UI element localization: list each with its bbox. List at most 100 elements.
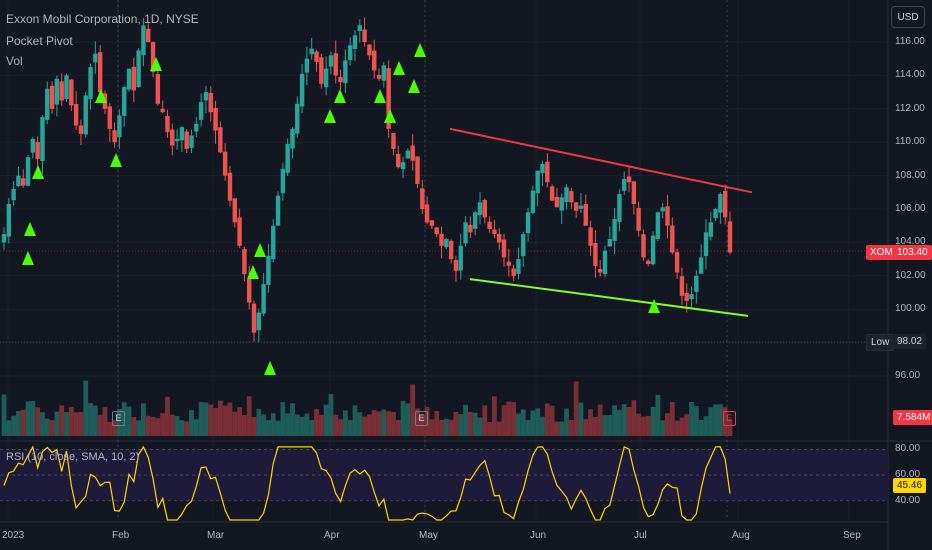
candle-body	[694, 275, 699, 292]
candle-body	[198, 102, 204, 120]
volume-bar	[73, 412, 79, 436]
volume-bar	[467, 411, 473, 436]
candle-body	[328, 55, 334, 67]
candle-body	[295, 103, 300, 134]
candle-body	[222, 151, 228, 176]
pocket-pivot-triangle-icon	[32, 165, 44, 179]
earnings-flag-icon[interactable]: E	[723, 411, 736, 426]
candle-body	[227, 172, 233, 201]
volume-bar	[11, 415, 17, 436]
candle-body	[434, 227, 439, 235]
volume-bar	[458, 414, 464, 436]
volume-bar	[126, 406, 132, 436]
rsi-value-tag: 45.46	[893, 478, 927, 493]
volume-bar	[621, 404, 627, 436]
candle-body	[256, 312, 262, 331]
volume-bar	[83, 380, 89, 436]
legend-pocket-pivot[interactable]: Pocket Pivot	[6, 34, 73, 48]
volume-bar	[189, 410, 194, 436]
candle-body	[626, 176, 632, 183]
volume-bar	[275, 420, 281, 436]
volume-bar	[323, 404, 329, 436]
volume-bar	[222, 405, 228, 436]
volume-bar	[304, 413, 310, 436]
volume-bar	[669, 401, 675, 436]
volume-bar	[395, 420, 401, 436]
candle-body	[367, 44, 372, 56]
volume-bar	[693, 406, 699, 436]
time-tick-label: May	[419, 530, 438, 541]
candle-body	[650, 235, 656, 265]
currency-button[interactable]: USD	[891, 6, 925, 28]
candle-body	[665, 206, 670, 226]
candle-body	[304, 58, 310, 73]
price-tick-label: 112.00	[895, 102, 925, 114]
candle-body	[530, 190, 536, 213]
volume-bar	[660, 420, 666, 436]
candle-body	[660, 207, 665, 212]
time-tick-label: Aug	[732, 530, 750, 541]
candle-body	[280, 168, 286, 194]
candle-body	[636, 207, 641, 231]
candle-body	[347, 45, 353, 61]
candle-body	[708, 222, 713, 237]
volume-bar	[59, 405, 65, 436]
volume-bar	[429, 419, 435, 436]
volume-bar	[150, 416, 156, 436]
candle-body	[160, 108, 165, 113]
price-tick-label: 108.00	[895, 169, 926, 181]
candle-body	[727, 221, 733, 253]
candle-body	[622, 178, 627, 191]
candle-body	[40, 117, 45, 162]
pocket-pivot-triangle-icon	[24, 222, 36, 236]
candle-body	[405, 150, 411, 159]
legend-volume[interactable]: Vol	[6, 54, 23, 68]
volume-bar	[357, 412, 363, 436]
candle-body	[107, 106, 112, 129]
volume-bar	[535, 408, 541, 436]
volume-bar	[217, 400, 223, 436]
earnings-flag-icon[interactable]: E	[112, 411, 125, 426]
volume-bar	[342, 410, 348, 436]
volume-bar	[299, 416, 305, 436]
candle-body	[78, 125, 84, 134]
price-tick-label: 104.00	[895, 236, 926, 248]
volume-bar	[592, 416, 598, 436]
pocket-pivot-triangle-icon	[150, 57, 162, 71]
candle-body	[64, 75, 69, 99]
legend-symbol[interactable]: Exxon Mobil Corporation, 1D, NYSE	[6, 12, 199, 26]
volume-bar	[477, 417, 483, 436]
volume-bar	[583, 419, 589, 436]
earnings-flag-icon[interactable]: E	[415, 411, 428, 426]
volume-bar	[602, 415, 608, 436]
volume-bar	[453, 411, 459, 436]
volume-bar	[698, 419, 704, 436]
volume-bar	[717, 404, 723, 436]
candle-body	[261, 284, 266, 314]
candle-body	[698, 257, 704, 274]
candle-body	[420, 188, 425, 209]
time-tick-label: Apr	[324, 530, 340, 541]
trendline-overlays[interactable]	[449, 127, 753, 317]
candle-body	[381, 65, 387, 81]
candle-body	[184, 131, 189, 149]
volume-bar	[540, 416, 545, 436]
candle-body	[247, 278, 252, 303]
volume-bar	[102, 406, 108, 436]
volume-bar	[472, 412, 478, 436]
rsi-pane	[0, 445, 888, 521]
candle-body	[578, 205, 584, 209]
candle-body	[448, 240, 454, 260]
candle-body	[482, 200, 487, 218]
volume-bar	[443, 418, 449, 436]
candle-body	[179, 127, 185, 141]
candle-body	[150, 42, 156, 73]
rsi-line	[3, 445, 731, 521]
volume-bar	[722, 407, 728, 436]
candle-body	[376, 74, 382, 79]
rsi-legend[interactable]: RSI (10, close, SMA, 10, 2)	[6, 451, 140, 463]
volume-bar	[520, 409, 526, 436]
candle-body	[136, 50, 141, 88]
